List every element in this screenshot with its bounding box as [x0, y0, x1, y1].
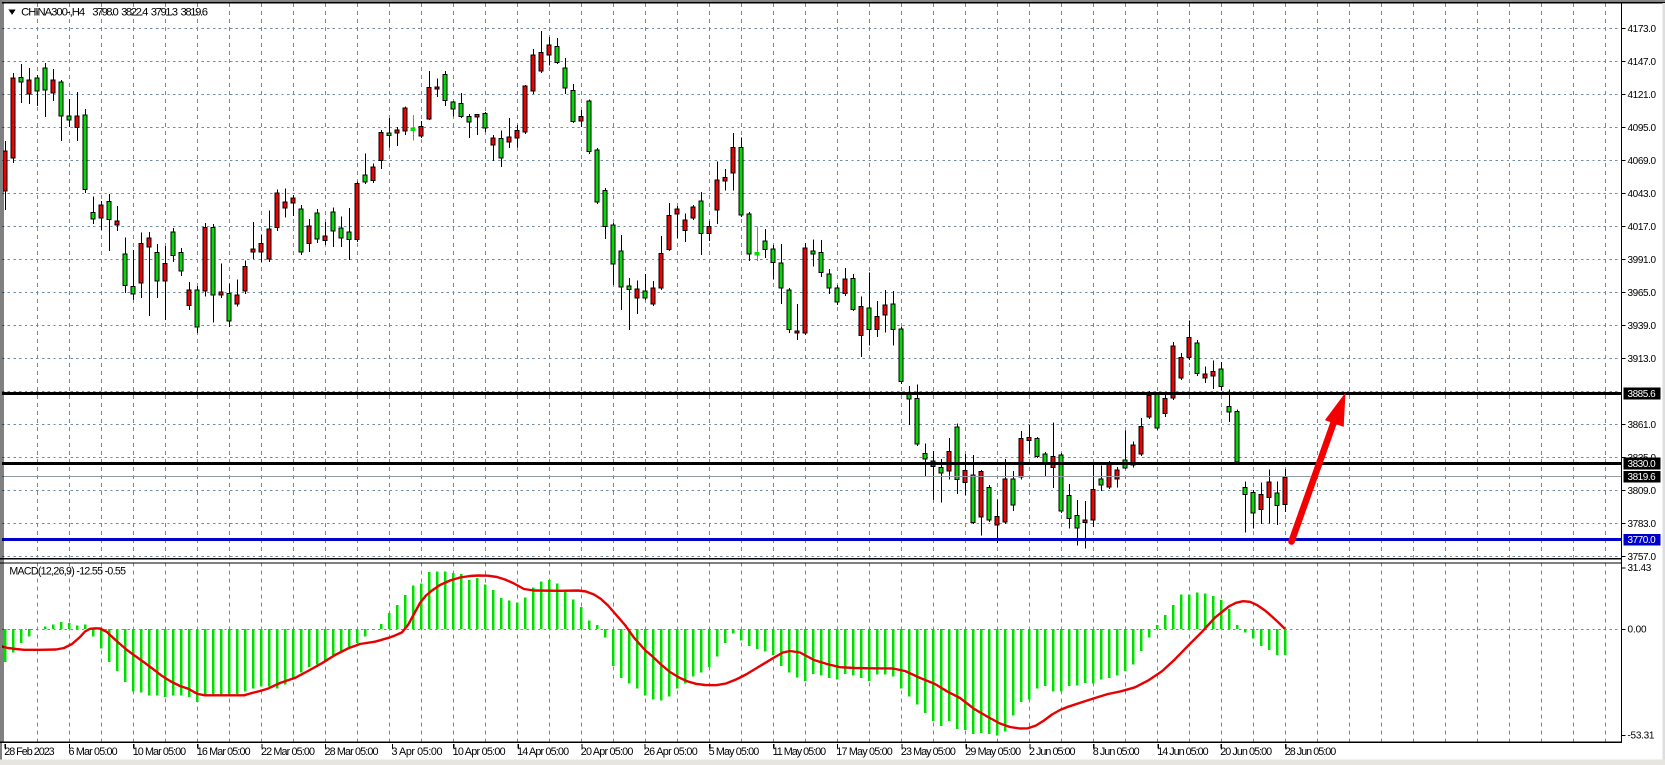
svg-text:3885.6: 3885.6 — [1628, 389, 1657, 400]
svg-text:23 May 05:00: 23 May 05:00 — [901, 746, 956, 758]
svg-text:3 Apr 05:00: 3 Apr 05:00 — [392, 746, 443, 758]
svg-text:28 Mar 05:00: 28 Mar 05:00 — [325, 746, 379, 758]
svg-text:10 Apr 05:00: 10 Apr 05:00 — [453, 746, 506, 758]
svg-text:20 Apr 05:00: 20 Apr 05:00 — [581, 746, 634, 758]
svg-text:3770.0: 3770.0 — [1628, 535, 1657, 546]
svg-text:16 Mar 05:00: 16 Mar 05:00 — [197, 746, 251, 758]
svg-text:MACD(12,26,9) -12.55 -0.55: MACD(12,26,9) -12.55 -0.55 — [9, 566, 126, 578]
svg-text:2 Jun 05:00: 2 Jun 05:00 — [1029, 746, 1076, 758]
svg-text:17 May 05:00: 17 May 05:00 — [836, 746, 893, 758]
svg-text:4069.0: 4069.0 — [1628, 156, 1657, 167]
svg-text:14 Jun 05:00: 14 Jun 05:00 — [1157, 746, 1209, 758]
svg-text:-53.31: -53.31 — [1628, 731, 1655, 742]
svg-text:31.43: 31.43 — [1628, 563, 1652, 574]
svg-text:22 Mar 05:00: 22 Mar 05:00 — [261, 746, 315, 758]
svg-text:4173.0: 4173.0 — [1628, 24, 1657, 35]
svg-text:29 May 05:00: 29 May 05:00 — [965, 746, 1021, 758]
svg-text:14 Apr 05:00: 14 Apr 05:00 — [517, 746, 569, 758]
svg-text:20 Jun 05:00: 20 Jun 05:00 — [1220, 746, 1272, 758]
svg-text:4017.0: 4017.0 — [1628, 222, 1657, 233]
svg-text:11 May 05:00: 11 May 05:00 — [773, 746, 827, 758]
svg-text:3783.0: 3783.0 — [1628, 519, 1657, 530]
svg-text:3965.0: 3965.0 — [1628, 288, 1657, 299]
svg-text:3798.0: 3798.0 — [92, 6, 119, 18]
svg-text:3819.6: 3819.6 — [181, 6, 209, 18]
svg-text:4147.0: 4147.0 — [1628, 57, 1657, 68]
svg-text:10 Mar 05:00: 10 Mar 05:00 — [133, 746, 187, 758]
svg-text:3913.0: 3913.0 — [1628, 354, 1657, 365]
svg-text:4043.0: 4043.0 — [1628, 189, 1657, 200]
svg-text:5 May 05:00: 5 May 05:00 — [709, 746, 760, 758]
svg-text:28 Feb 2023: 28 Feb 2023 — [4, 746, 55, 758]
svg-text:4095.0: 4095.0 — [1628, 123, 1657, 134]
svg-text:3861.0: 3861.0 — [1628, 420, 1657, 431]
svg-text:CHINA300-,H4: CHINA300-,H4 — [21, 6, 85, 18]
svg-text:28 Jun 05:00: 28 Jun 05:00 — [1285, 746, 1337, 758]
svg-text:3819.6: 3819.6 — [1628, 472, 1657, 483]
svg-text:3939.0: 3939.0 — [1628, 321, 1657, 332]
svg-text:26 Apr 05:00: 26 Apr 05:00 — [644, 746, 698, 758]
svg-text:3791.3: 3791.3 — [151, 6, 178, 18]
svg-text:4121.0: 4121.0 — [1628, 90, 1657, 101]
svg-text:0.00: 0.00 — [1628, 625, 1648, 636]
svg-text:3809.0: 3809.0 — [1628, 486, 1657, 497]
svg-text:3830.0: 3830.0 — [1628, 459, 1657, 470]
svg-text:8 Jun 05:00: 8 Jun 05:00 — [1093, 746, 1140, 758]
svg-text:3757.0: 3757.0 — [1628, 552, 1657, 563]
svg-text:3991.0: 3991.0 — [1628, 255, 1657, 266]
svg-text:3822.4: 3822.4 — [121, 6, 148, 18]
svg-text:6 Mar 05:00: 6 Mar 05:00 — [69, 746, 118, 758]
